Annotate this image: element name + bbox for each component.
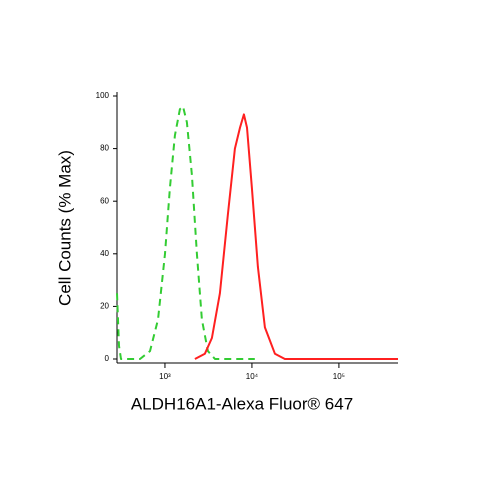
x-tick-label: 10⁴ bbox=[246, 372, 259, 381]
x-axis-label: ALDH16A1-Alexa Fluor® 647 bbox=[131, 394, 353, 413]
y-tick-label: 100 bbox=[96, 91, 110, 100]
x-tick-label: 10³ bbox=[159, 372, 171, 381]
y-axis-label: Cell Counts (% Max) bbox=[55, 150, 74, 306]
x-tick-label: 10⁵ bbox=[333, 372, 345, 381]
y-tick-label: 0 bbox=[105, 354, 110, 363]
histogram-line bbox=[194, 113, 398, 360]
y-tick-label: 80 bbox=[100, 144, 109, 153]
y-tick-label: 60 bbox=[100, 196, 109, 205]
y-tick-label: 40 bbox=[100, 249, 109, 258]
histogram-line bbox=[116, 105, 255, 360]
y-tick-label: 20 bbox=[100, 302, 109, 311]
